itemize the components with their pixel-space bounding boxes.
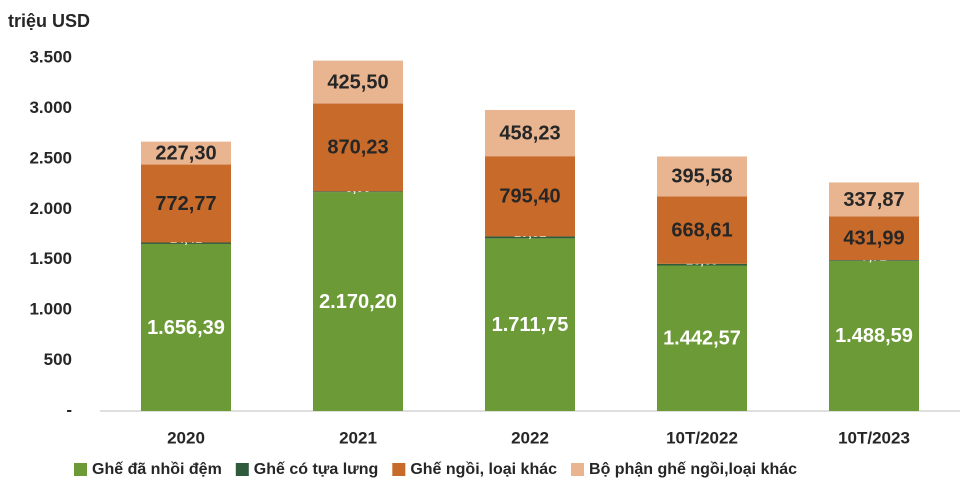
legend-label: Ghế có tựa lưng [254,461,379,478]
bar-segment [313,192,403,411]
legend-marker [392,463,406,476]
legend-marker [74,463,87,476]
data-label: 227,30 [155,142,216,164]
data-label: 1.711,75 [492,314,569,336]
x-tick-label: 2022 [511,428,549,447]
data-label: 395,58 [671,166,732,188]
x-tick-label: 10T/2023 [838,428,910,447]
bar-segment [485,238,575,411]
y-tick-label: 2.000 [29,199,72,218]
y-tick-label: 3.500 [29,47,72,66]
bar-segment [141,164,231,243]
y-tick-label: 1.000 [29,300,72,319]
y-tick-label: 1.500 [29,249,72,268]
bar-segment [485,156,575,237]
legend-marker [235,463,249,476]
legend-label: Bộ phận ghế ngồi,loại khác [589,461,797,478]
x-tick-label: 10T/2022 [666,428,738,447]
y-tick-label: 500 [44,350,72,369]
legend-label: Ghế đã nhồi đệm [92,461,222,478]
bar-segment [313,103,403,192]
data-label: 431,99 [843,228,904,250]
x-tick-label: 2020 [167,428,205,447]
y-tick-label: 2.500 [29,148,72,167]
bar-segment [829,260,919,261]
bar-segment [141,242,231,244]
bar-segment [657,265,747,411]
bar-segment [829,260,919,411]
bar-segment [829,182,919,217]
data-label: 795,40 [499,186,560,208]
data-label: 870,23 [327,137,388,159]
y-tick-label: 3.000 [29,98,72,117]
bar-segment [657,156,747,197]
data-label: 337,87 [843,189,904,211]
bar-segment [141,141,231,165]
x-tick-label: 2021 [339,428,377,447]
legend-label: Ghế ngồi, loại khác [410,461,557,478]
data-label: 1.442,57 [663,328,741,350]
bar-segment [657,263,747,266]
bar-segment [485,109,575,157]
legend-marker [571,463,585,476]
data-label: 1.656,39 [147,317,225,339]
data-label: 1.488,59 [835,325,913,347]
bar-segment [485,236,575,239]
bar-segment [313,60,403,104]
y-tick-label: - [66,400,72,419]
data-label: 458,23 [499,122,560,144]
bar-segment [657,196,747,264]
data-label: 2.170,20 [319,291,397,313]
bar-segment [141,243,231,411]
data-label: 668,61 [671,219,732,241]
y-axis-label: triệu USD [8,11,90,31]
data-label: 772,77 [155,193,216,215]
bar-segment [829,216,919,261]
bar-segment [313,191,403,193]
data-label: 425,50 [327,71,388,93]
